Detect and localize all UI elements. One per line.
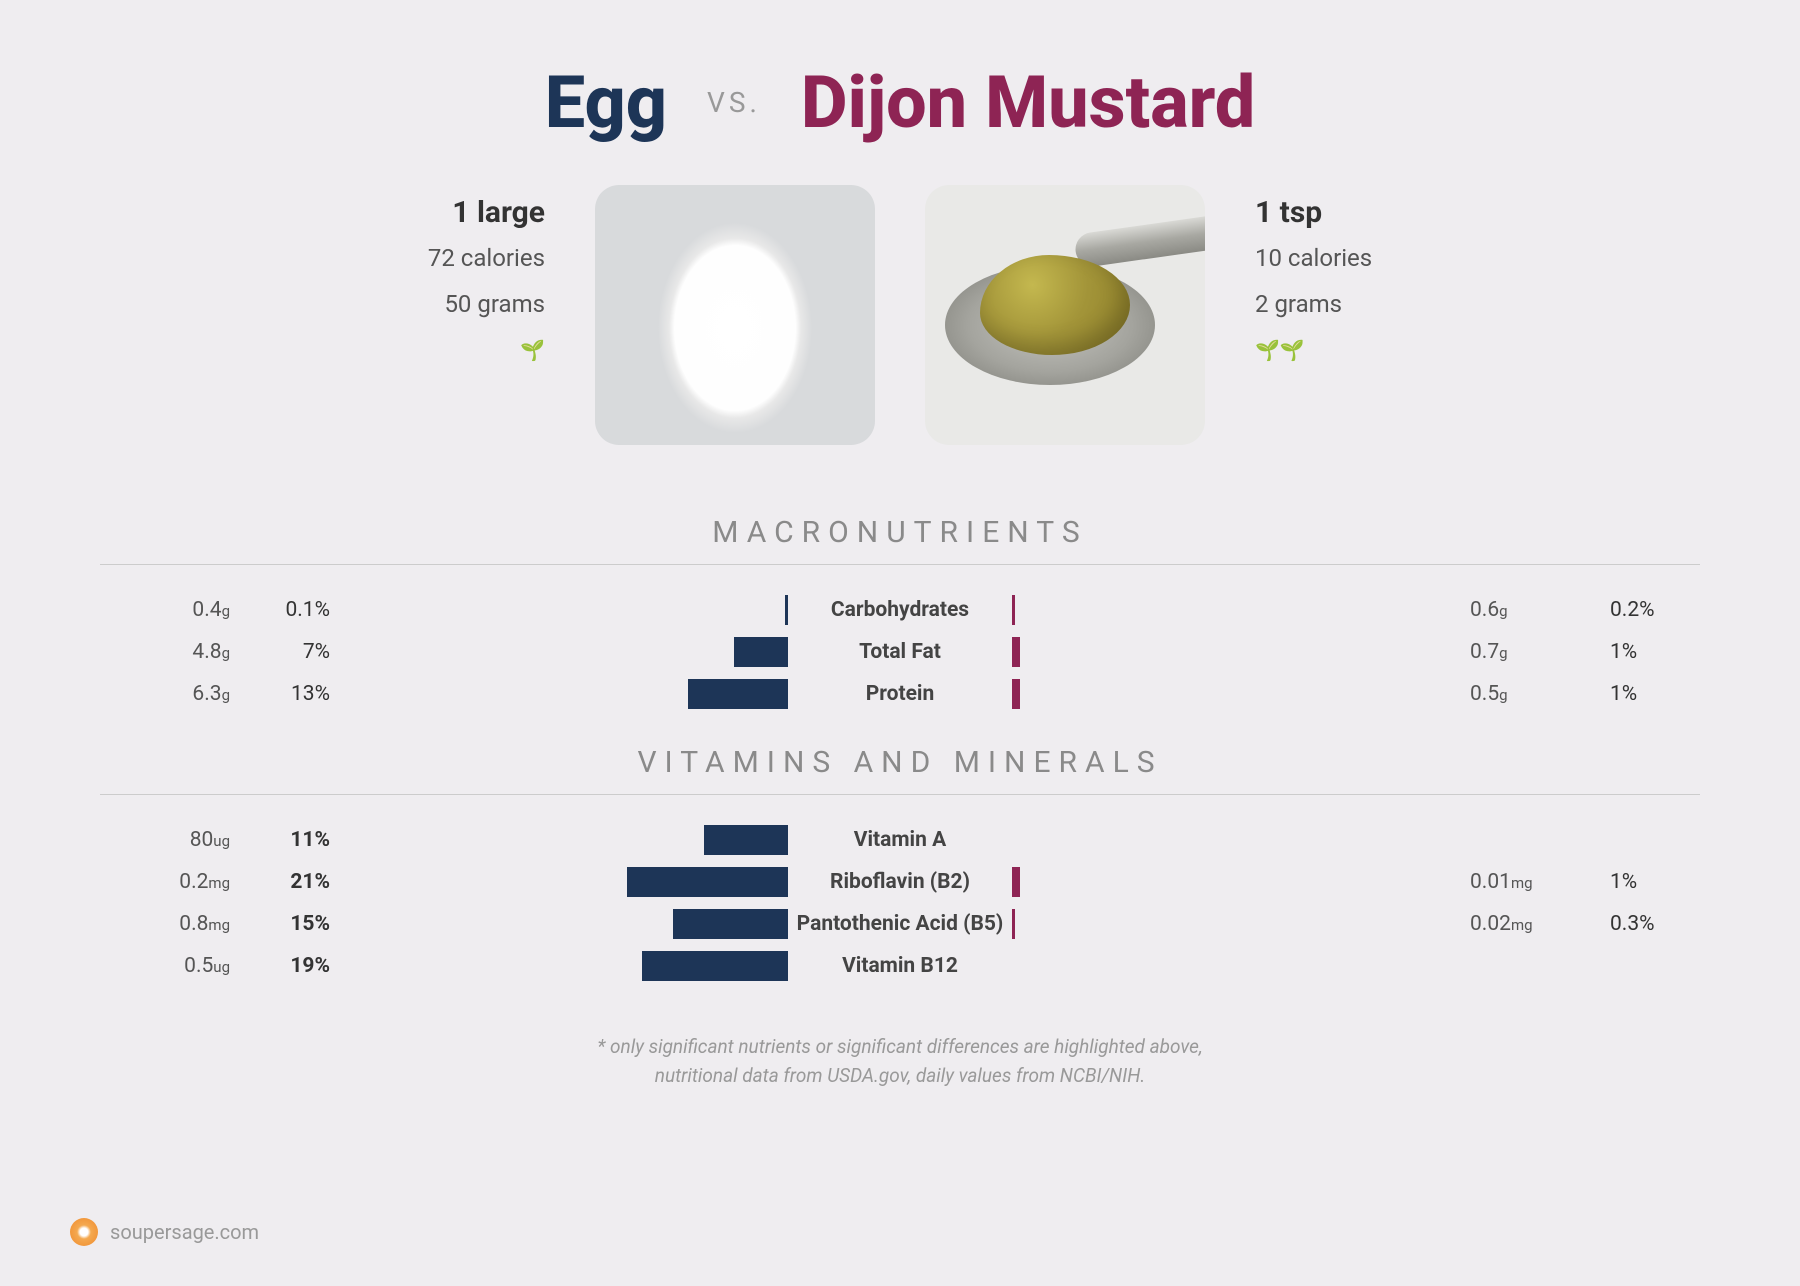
- nutrient-row: 0.4g0.1% Carbohydrates 0.6g0.2%: [100, 589, 1700, 631]
- site-footer: soupersage.com: [70, 1218, 259, 1246]
- left-calories: 72 calories: [285, 240, 545, 276]
- left-percent: 19%: [240, 954, 340, 978]
- left-bar-cell: [340, 903, 790, 945]
- nutrient-row: 80ug11% Vitamin A: [100, 819, 1700, 861]
- section-divider: [100, 564, 1700, 565]
- left-bar-cell: [340, 589, 790, 631]
- right-sprout-icons: 🌱🌱: [1255, 338, 1515, 362]
- right-calories: 10 calories: [1255, 240, 1515, 276]
- left-food-info: 1 large 72 calories 50 grams 🌱: [285, 185, 545, 362]
- nutrient-name: Vitamin A: [790, 828, 1010, 852]
- comparison-header: Egg VS. Dijon Mustard: [100, 60, 1700, 145]
- vs-label: VS.: [707, 86, 761, 119]
- left-amount: 0.5ug: [100, 954, 240, 978]
- nutrient-table: 80ug11%Vitamin A0.2mg21%Riboflavin (B2)0…: [100, 819, 1700, 987]
- right-bar-cell: [1010, 631, 1460, 673]
- left-bar-fill: [627, 867, 788, 897]
- nutrient-name: Carbohydrates: [790, 598, 1010, 622]
- left-serving-size: 1 large: [285, 195, 545, 230]
- right-amount: 0.5g: [1460, 682, 1600, 706]
- left-bar-fill: [688, 679, 788, 709]
- right-food-info: 1 tsp 10 calories 2 grams 🌱🌱: [1255, 185, 1515, 362]
- right-grams: 2 grams: [1255, 286, 1515, 322]
- right-bar-cell: [1010, 589, 1460, 631]
- food-summary-row: 1 large 72 calories 50 grams 🌱 1 tsp 10 …: [100, 185, 1700, 445]
- footnote-line-2: nutritional data from USDA.gov, daily va…: [100, 1062, 1700, 1091]
- left-percent: 11%: [240, 828, 340, 852]
- footnote-line-1: * only significant nutrients or signific…: [100, 1033, 1700, 1062]
- left-bar-cell: [340, 861, 790, 903]
- right-food-title: Dijon Mustard: [801, 60, 1255, 145]
- left-amount: 80ug: [100, 828, 240, 852]
- left-food-title: Egg: [545, 60, 667, 145]
- left-bar-cell: [340, 631, 790, 673]
- left-percent: 0.1%: [240, 598, 340, 622]
- left-amount: 6.3g: [100, 682, 240, 706]
- left-amount: 4.8g: [100, 640, 240, 664]
- right-amount: 0.7g: [1460, 640, 1600, 664]
- nutrient-row: 6.3g13% Protein 0.5g1%: [100, 673, 1700, 715]
- left-bar-cell: [340, 819, 790, 861]
- footnote: * only significant nutrients or signific…: [100, 1033, 1700, 1090]
- nutrient-sections: MACRONUTRIENTS0.4g0.1%Carbohydrates0.6g0…: [100, 515, 1700, 987]
- left-bar-fill: [704, 825, 788, 855]
- right-percent: 0.2%: [1600, 598, 1700, 622]
- left-bar-cell: [340, 673, 790, 715]
- right-amount: 0.01mg: [1460, 870, 1600, 894]
- right-bar-fill: [1012, 867, 1020, 897]
- right-bar-fill: [1012, 679, 1020, 709]
- spoon-handle-shape: [1073, 215, 1205, 268]
- right-percent: 0.3%: [1600, 912, 1700, 936]
- nutrient-name: Pantothenic Acid (B5): [790, 912, 1010, 936]
- right-bar-cell: [1010, 673, 1460, 715]
- left-grams: 50 grams: [285, 286, 545, 322]
- right-percent: 1%: [1600, 640, 1700, 664]
- section-divider: [100, 794, 1700, 795]
- nutrient-row: 0.8mg15% Pantothenic Acid (B5) 0.02mg0.3%: [100, 903, 1700, 945]
- nutrient-name: Protein: [790, 682, 1010, 706]
- left-amount: 0.8mg: [100, 912, 240, 936]
- nutrient-name: Total Fat: [790, 640, 1010, 664]
- right-percent: 1%: [1600, 870, 1700, 894]
- nutrient-row: 0.2mg21% Riboflavin (B2) 0.01mg1%: [100, 861, 1700, 903]
- left-sprout-icons: 🌱: [285, 338, 545, 362]
- nutrient-row: 4.8g7% Total Fat 0.7g1%: [100, 631, 1700, 673]
- right-amount: 0.02mg: [1460, 912, 1600, 936]
- right-bar-cell: [1010, 861, 1460, 903]
- right-bar-cell: [1010, 903, 1460, 945]
- left-amount: 0.4g: [100, 598, 240, 622]
- nutrient-table: 0.4g0.1% Carbohydrates 0.6g0.2% 4.8g7% Total…: [100, 589, 1700, 715]
- left-bar-fill: [642, 951, 788, 981]
- section-title: MACRONUTRIENTS: [100, 515, 1700, 550]
- site-name: soupersage.com: [110, 1220, 259, 1244]
- section-title: VITAMINS AND MINERALS: [100, 745, 1700, 780]
- mustard-blob-shape: [980, 255, 1130, 355]
- left-bar-fill: [785, 595, 788, 625]
- logo-icon: [70, 1218, 98, 1246]
- left-bar-cell: [340, 945, 790, 987]
- right-bar-cell: [1010, 819, 1460, 861]
- right-bar-fill: [1012, 909, 1015, 939]
- left-percent: 13%: [240, 682, 340, 706]
- left-bar-fill: [734, 637, 788, 667]
- nutrient-name: Riboflavin (B2): [790, 870, 1010, 894]
- left-percent: 7%: [240, 640, 340, 664]
- right-serving-size: 1 tsp: [1255, 195, 1515, 230]
- nutrient-name: Vitamin B12: [790, 954, 1010, 978]
- right-bar-fill: [1012, 595, 1015, 625]
- right-amount: 0.6g: [1460, 598, 1600, 622]
- right-bar-cell: [1010, 945, 1460, 987]
- left-bar-fill: [673, 909, 788, 939]
- left-food-image: [595, 185, 875, 445]
- right-percent: 1%: [1600, 682, 1700, 706]
- right-bar-fill: [1012, 637, 1020, 667]
- right-food-image: [925, 185, 1205, 445]
- left-amount: 0.2mg: [100, 870, 240, 894]
- left-percent: 21%: [240, 870, 340, 894]
- left-percent: 15%: [240, 912, 340, 936]
- nutrient-row: 0.5ug19% Vitamin B12: [100, 945, 1700, 987]
